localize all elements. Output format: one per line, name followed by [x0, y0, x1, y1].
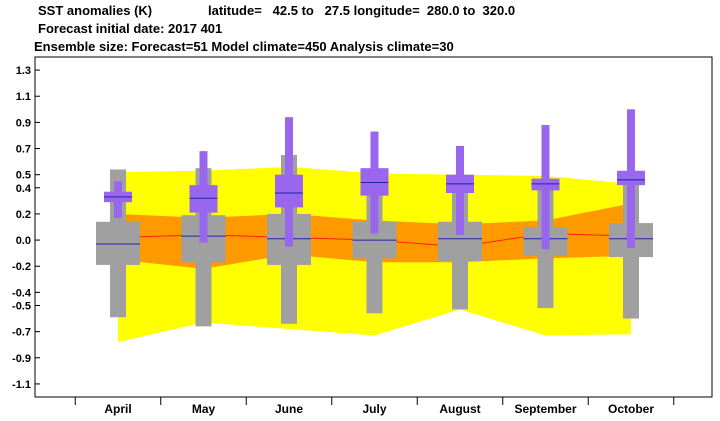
- ensemble-size: Ensemble size: Forecast=51 Model climate…: [34, 39, 454, 54]
- x-tick-label-5: September: [514, 402, 576, 416]
- y-tick-label-7: 0.2: [16, 209, 31, 221]
- y-tick-label-9: 0.5: [16, 170, 31, 182]
- x-tick-label-2: June: [275, 402, 303, 416]
- x-tick-label-1: May: [192, 402, 216, 416]
- region-label: latitude= 42.5 to 27.5 longitude= 280.0 …: [208, 3, 516, 18]
- y-tick-label-8: 0.4: [16, 183, 32, 195]
- chart-title: SST anomalies (K): [38, 3, 153, 18]
- y-tick-label-5: -0.2: [12, 261, 31, 273]
- x-tick-label-0: April: [104, 402, 131, 416]
- forecast-box-5: [531, 178, 560, 191]
- x-tick-label-3: July: [362, 402, 386, 416]
- forecast-box-6: [617, 170, 645, 186]
- y-tick-label-4: -0.4: [12, 287, 32, 299]
- y-tick-label-2: -0.7: [12, 327, 31, 339]
- plot-frame: [34, 56, 713, 398]
- x-tick-label-6: October: [608, 402, 654, 416]
- forecast-box-3: [360, 168, 389, 196]
- y-tick-label-6: 0.0: [16, 235, 31, 247]
- x-tick-label-4: August: [439, 402, 480, 416]
- y-tick-label-12: 1.1: [16, 91, 31, 103]
- forecast-box-2: [275, 174, 303, 208]
- y-tick-label-13: 1.3: [16, 65, 31, 77]
- y-tick-label-10: 0.7: [16, 144, 31, 156]
- y-tick-label-3: -0.5: [12, 300, 31, 312]
- forecast-box-1: [189, 185, 218, 213]
- y-tick-label-11: 0.9: [16, 117, 31, 129]
- climate-box-0: [96, 221, 140, 265]
- y-tick-label-1: -0.9: [12, 353, 31, 365]
- y-tick-label-0: -1.1: [12, 379, 31, 391]
- forecast-date: Forecast initial date: 2017 401: [38, 21, 223, 36]
